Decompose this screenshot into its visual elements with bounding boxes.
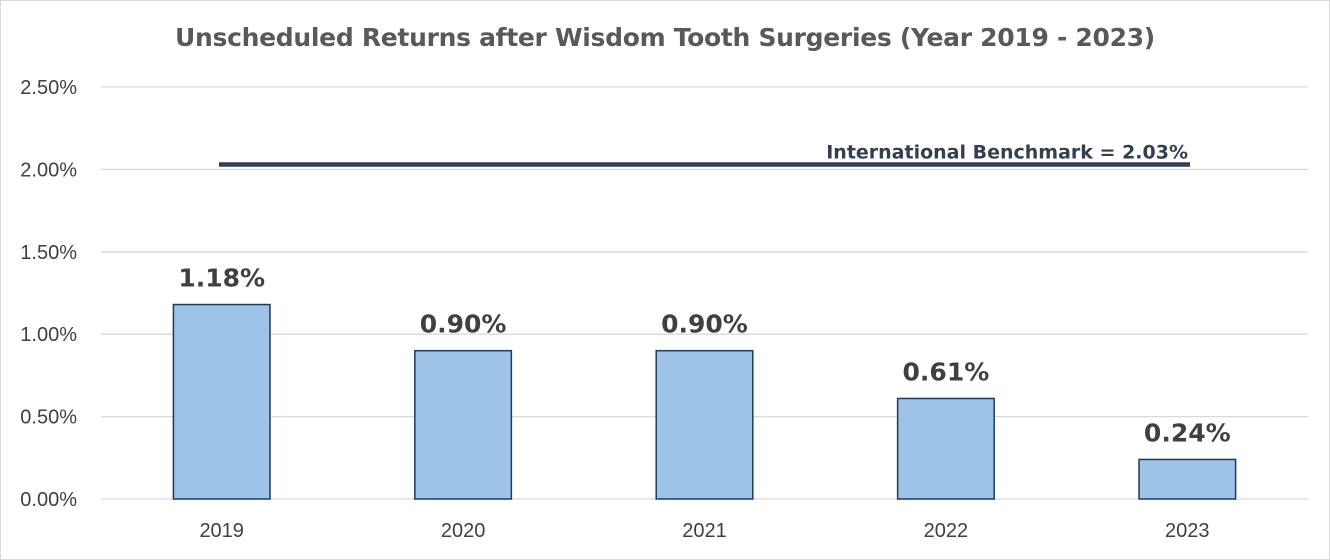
benchmark: International Benchmark = 2.03%: [219, 141, 1190, 167]
bar: [1138, 458, 1237, 500]
data-label: 0.24%: [1144, 418, 1231, 447]
y-tick-label: 2.50%: [20, 77, 77, 99]
x-tick-label: 2019: [199, 520, 244, 542]
data-label: 1.18%: [178, 264, 265, 293]
bar: [172, 303, 271, 500]
y-tick-label: 2.00%: [20, 159, 77, 181]
x-axis-ticks: 2019 2020 2021 2022 2023: [199, 520, 1209, 542]
data-labels: 1.18% 0.90% 0.90% 0.61% 0.24%: [178, 264, 1230, 448]
y-tick-label: 0.00%: [20, 489, 77, 511]
y-tick-label: 1.00%: [20, 324, 77, 346]
data-label: 0.61%: [903, 357, 990, 386]
bars: [172, 303, 1237, 500]
y-tick-label: 0.50%: [20, 407, 77, 429]
x-tick-label: 2022: [924, 520, 969, 542]
data-label: 0.90%: [661, 310, 748, 339]
y-axis-ticks: 0.00% 0.50% 1.00% 1.50% 2.00% 2.50%: [20, 77, 77, 511]
bar: [655, 349, 754, 500]
bar: [896, 397, 995, 500]
chart-title: Unscheduled Returns after Wisdom Tooth S…: [175, 23, 1155, 52]
x-tick-label: 2021: [682, 520, 727, 542]
benchmark-label: International Benchmark = 2.03%: [826, 141, 1188, 163]
x-tick-label: 2020: [441, 520, 486, 542]
data-label: 0.90%: [420, 310, 507, 339]
y-tick-label: 1.50%: [20, 242, 77, 264]
x-tick-label: 2023: [1165, 520, 1210, 542]
bar: [414, 349, 513, 500]
